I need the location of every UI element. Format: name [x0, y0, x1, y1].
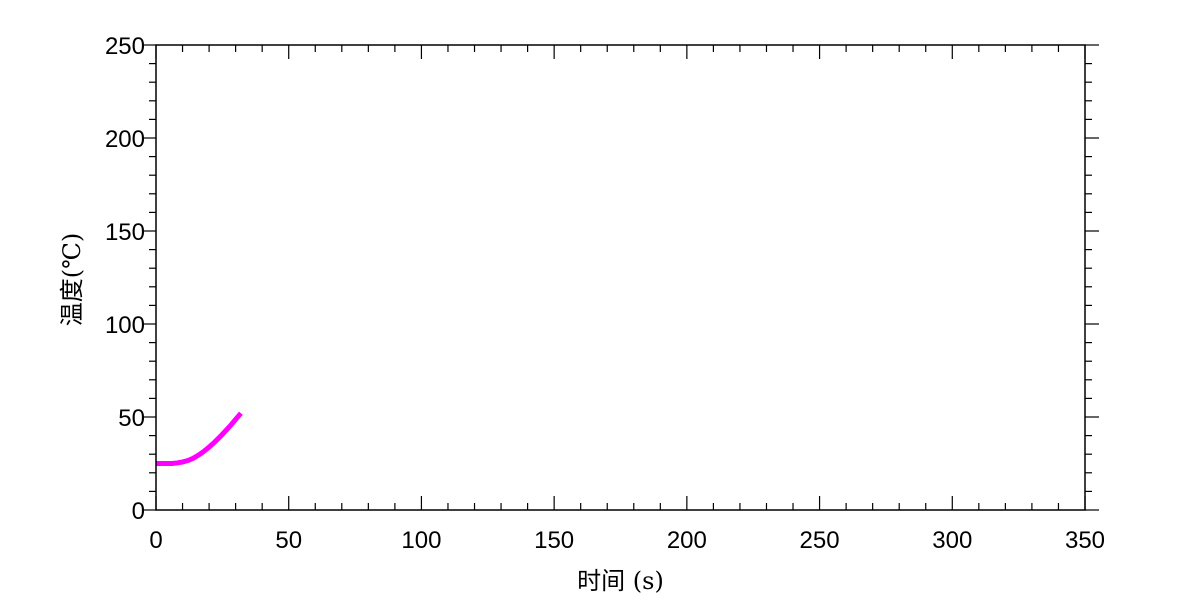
x-tick-label: 100: [401, 527, 441, 554]
y-tick-label: 250: [105, 33, 145, 60]
series-layer: [156, 411, 243, 466]
y-tick-label: 0: [132, 498, 145, 525]
x-tick-label: 250: [800, 527, 840, 554]
y-tick-label: 100: [105, 312, 145, 339]
plot-frame: [155, 44, 1086, 511]
x-tick-label: 300: [932, 527, 972, 554]
x-tick-label: 0: [149, 527, 162, 554]
x-tick-label: 150: [534, 527, 574, 554]
y-axis-title: 温度(℃): [58, 233, 86, 327]
y-tick-label: 50: [118, 405, 145, 432]
y-tick-labels: 0 50 100 150 200 250: [105, 33, 145, 525]
y-tick-label: 200: [105, 126, 145, 153]
x-tick-label: 350: [1065, 527, 1105, 554]
x-tick-labels: 0 50 100 150 200 250 300 350: [149, 527, 1105, 554]
x-tick-label: 200: [667, 527, 707, 554]
x-axis-title: 时间 (s): [577, 567, 664, 595]
axis-ticks: [142, 44, 1099, 511]
y-tick-label: 150: [105, 219, 145, 246]
series-line: [156, 411, 243, 466]
x-tick-label: 50: [275, 527, 302, 554]
